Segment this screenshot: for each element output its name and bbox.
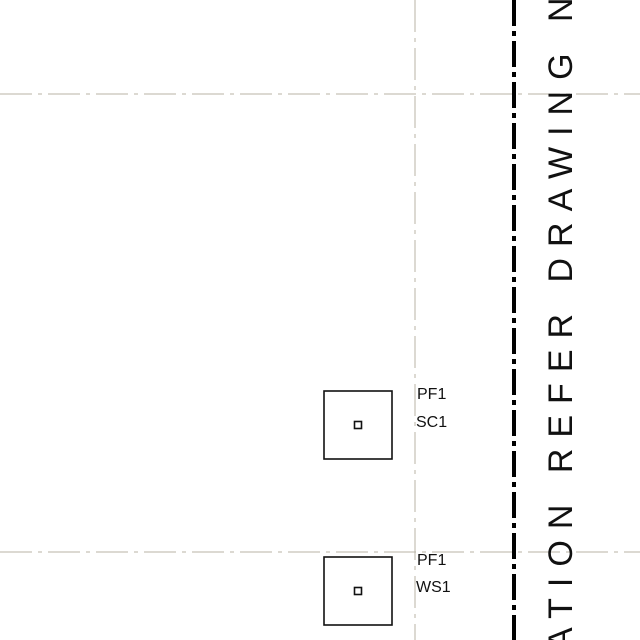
footing-2-pad-label: PF1 bbox=[417, 552, 446, 569]
footing-2-ref-label: WS1 bbox=[416, 579, 451, 596]
drawing-reference-note: ATION REFER DRAWING No. S bbox=[542, 0, 580, 640]
footing-1-pad-label: PF1 bbox=[417, 386, 446, 403]
footing-1: PF1 SC1 bbox=[324, 386, 447, 459]
footing-1-ref-label: SC1 bbox=[416, 414, 447, 431]
column-marker bbox=[355, 422, 362, 429]
footing-2: PF1 WS1 bbox=[324, 552, 451, 625]
column-marker bbox=[355, 588, 362, 595]
